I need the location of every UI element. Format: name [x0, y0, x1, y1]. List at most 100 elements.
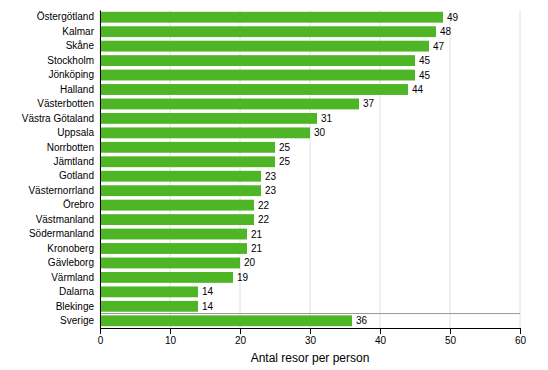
bar [100, 26, 436, 37]
tick-label: Västmanland [36, 214, 94, 225]
tick-label: Stockholm [47, 55, 94, 66]
tick: 0 [98, 328, 104, 346]
data-label: 48 [440, 26, 452, 37]
tick-label: Skåne [66, 40, 95, 51]
bar [100, 156, 275, 167]
tick-label: Sverige [60, 315, 94, 326]
tick: Värmland [51, 272, 100, 283]
data-label: 25 [279, 156, 291, 167]
tick-label: Dalarna [59, 286, 94, 297]
tick: Kronoberg [47, 243, 100, 254]
bar [100, 113, 317, 124]
data-labels: 3614141920212122222323252530313744454547… [202, 12, 459, 327]
tick-label: Gotland [59, 170, 94, 181]
tick-label: Värmland [51, 272, 94, 283]
data-label: 19 [237, 272, 249, 283]
data-label: 14 [202, 286, 214, 297]
bars [100, 12, 443, 326]
tick-label: Östergötland [37, 11, 94, 22]
tick: 20 [235, 328, 247, 346]
tick-mark [310, 328, 311, 334]
x-axis-label: Antal resor per person [251, 351, 370, 365]
data-label: 45 [419, 55, 431, 66]
tick: 10 [165, 328, 177, 346]
tick: Gävleborg [48, 257, 100, 268]
tick-label: Blekinge [56, 301, 95, 312]
tick-label: 20 [235, 335, 247, 346]
tick: Gotland [59, 170, 100, 181]
tick: Västernorrland [28, 185, 100, 196]
data-label: 23 [265, 171, 277, 182]
tick-label: Uppsala [57, 127, 94, 138]
tick-label: 40 [375, 335, 387, 346]
grid-line [100, 10, 101, 328]
bar [100, 99, 359, 110]
tick: Blekinge [56, 301, 100, 312]
data-label: 45 [419, 70, 431, 81]
tick-mark [240, 328, 241, 334]
tick: Uppsala [57, 127, 100, 138]
tick: Örebro [63, 199, 100, 210]
tick: Halland [60, 84, 100, 95]
data-label: 37 [363, 98, 375, 109]
tick: Kalmar [62, 26, 100, 37]
tick: 60 [515, 328, 527, 346]
tick-label: Halland [60, 84, 94, 95]
data-label: 22 [258, 200, 270, 211]
separator [100, 313, 520, 314]
bar [100, 127, 310, 138]
tick: Västmanland [36, 214, 100, 225]
bar [100, 70, 415, 81]
tick-label: Västerbotten [37, 98, 94, 109]
tick: Jönköping [48, 69, 100, 80]
data-label: 47 [433, 41, 445, 52]
data-label: 21 [251, 243, 263, 254]
tick-label: Västernorrland [28, 185, 94, 196]
tick-label: Gävleborg [48, 257, 94, 268]
bar [100, 315, 352, 326]
bar [100, 41, 429, 52]
data-label: 36 [356, 315, 368, 326]
tick-label: Kalmar [62, 26, 94, 37]
tick-mark [380, 328, 381, 334]
bar [100, 142, 275, 153]
tick-label: Örebro [63, 199, 95, 210]
tick-label: Kronoberg [47, 243, 94, 254]
tick-label: Jämtland [53, 156, 94, 167]
data-label: 14 [202, 301, 214, 312]
tick: Skåne [66, 40, 100, 51]
data-label: 22 [258, 214, 270, 225]
tick-label: 60 [515, 335, 527, 346]
tick-mark [450, 328, 451, 334]
tick: Västerbotten [37, 98, 100, 109]
tick-label: Västra Götaland [22, 113, 94, 124]
data-label: 20 [244, 257, 256, 268]
bar [100, 171, 261, 182]
axis-line [100, 11, 101, 329]
data-label: 23 [265, 185, 277, 196]
tick-mark [170, 328, 171, 334]
tick: Södermanland [29, 228, 100, 239]
tick: Jämtland [53, 156, 100, 167]
tick: Östergötland [37, 11, 100, 22]
tick: 50 [445, 328, 457, 346]
tick: 30 [305, 328, 317, 346]
tick-label: 30 [305, 335, 317, 346]
grid-line [520, 10, 521, 328]
x-axis: 0 10 20 30 40 50 60 [98, 328, 527, 346]
bar [100, 55, 415, 66]
tick: Dalarna [59, 286, 100, 297]
bar [100, 84, 408, 95]
tick-label: Norrbotten [47, 142, 94, 153]
bar [100, 286, 198, 297]
data-label: 49 [447, 12, 459, 23]
data-label: 21 [251, 229, 263, 240]
tick-label: 0 [98, 335, 104, 346]
plot: 3614141920212122222323252530313744454547… [22, 10, 527, 346]
bar [100, 185, 261, 196]
bar [100, 200, 254, 211]
grid-line [450, 10, 451, 328]
bar [100, 243, 247, 254]
chart: 3614141920212122222323252530313744454547… [0, 0, 548, 370]
tick-mark [100, 328, 101, 334]
